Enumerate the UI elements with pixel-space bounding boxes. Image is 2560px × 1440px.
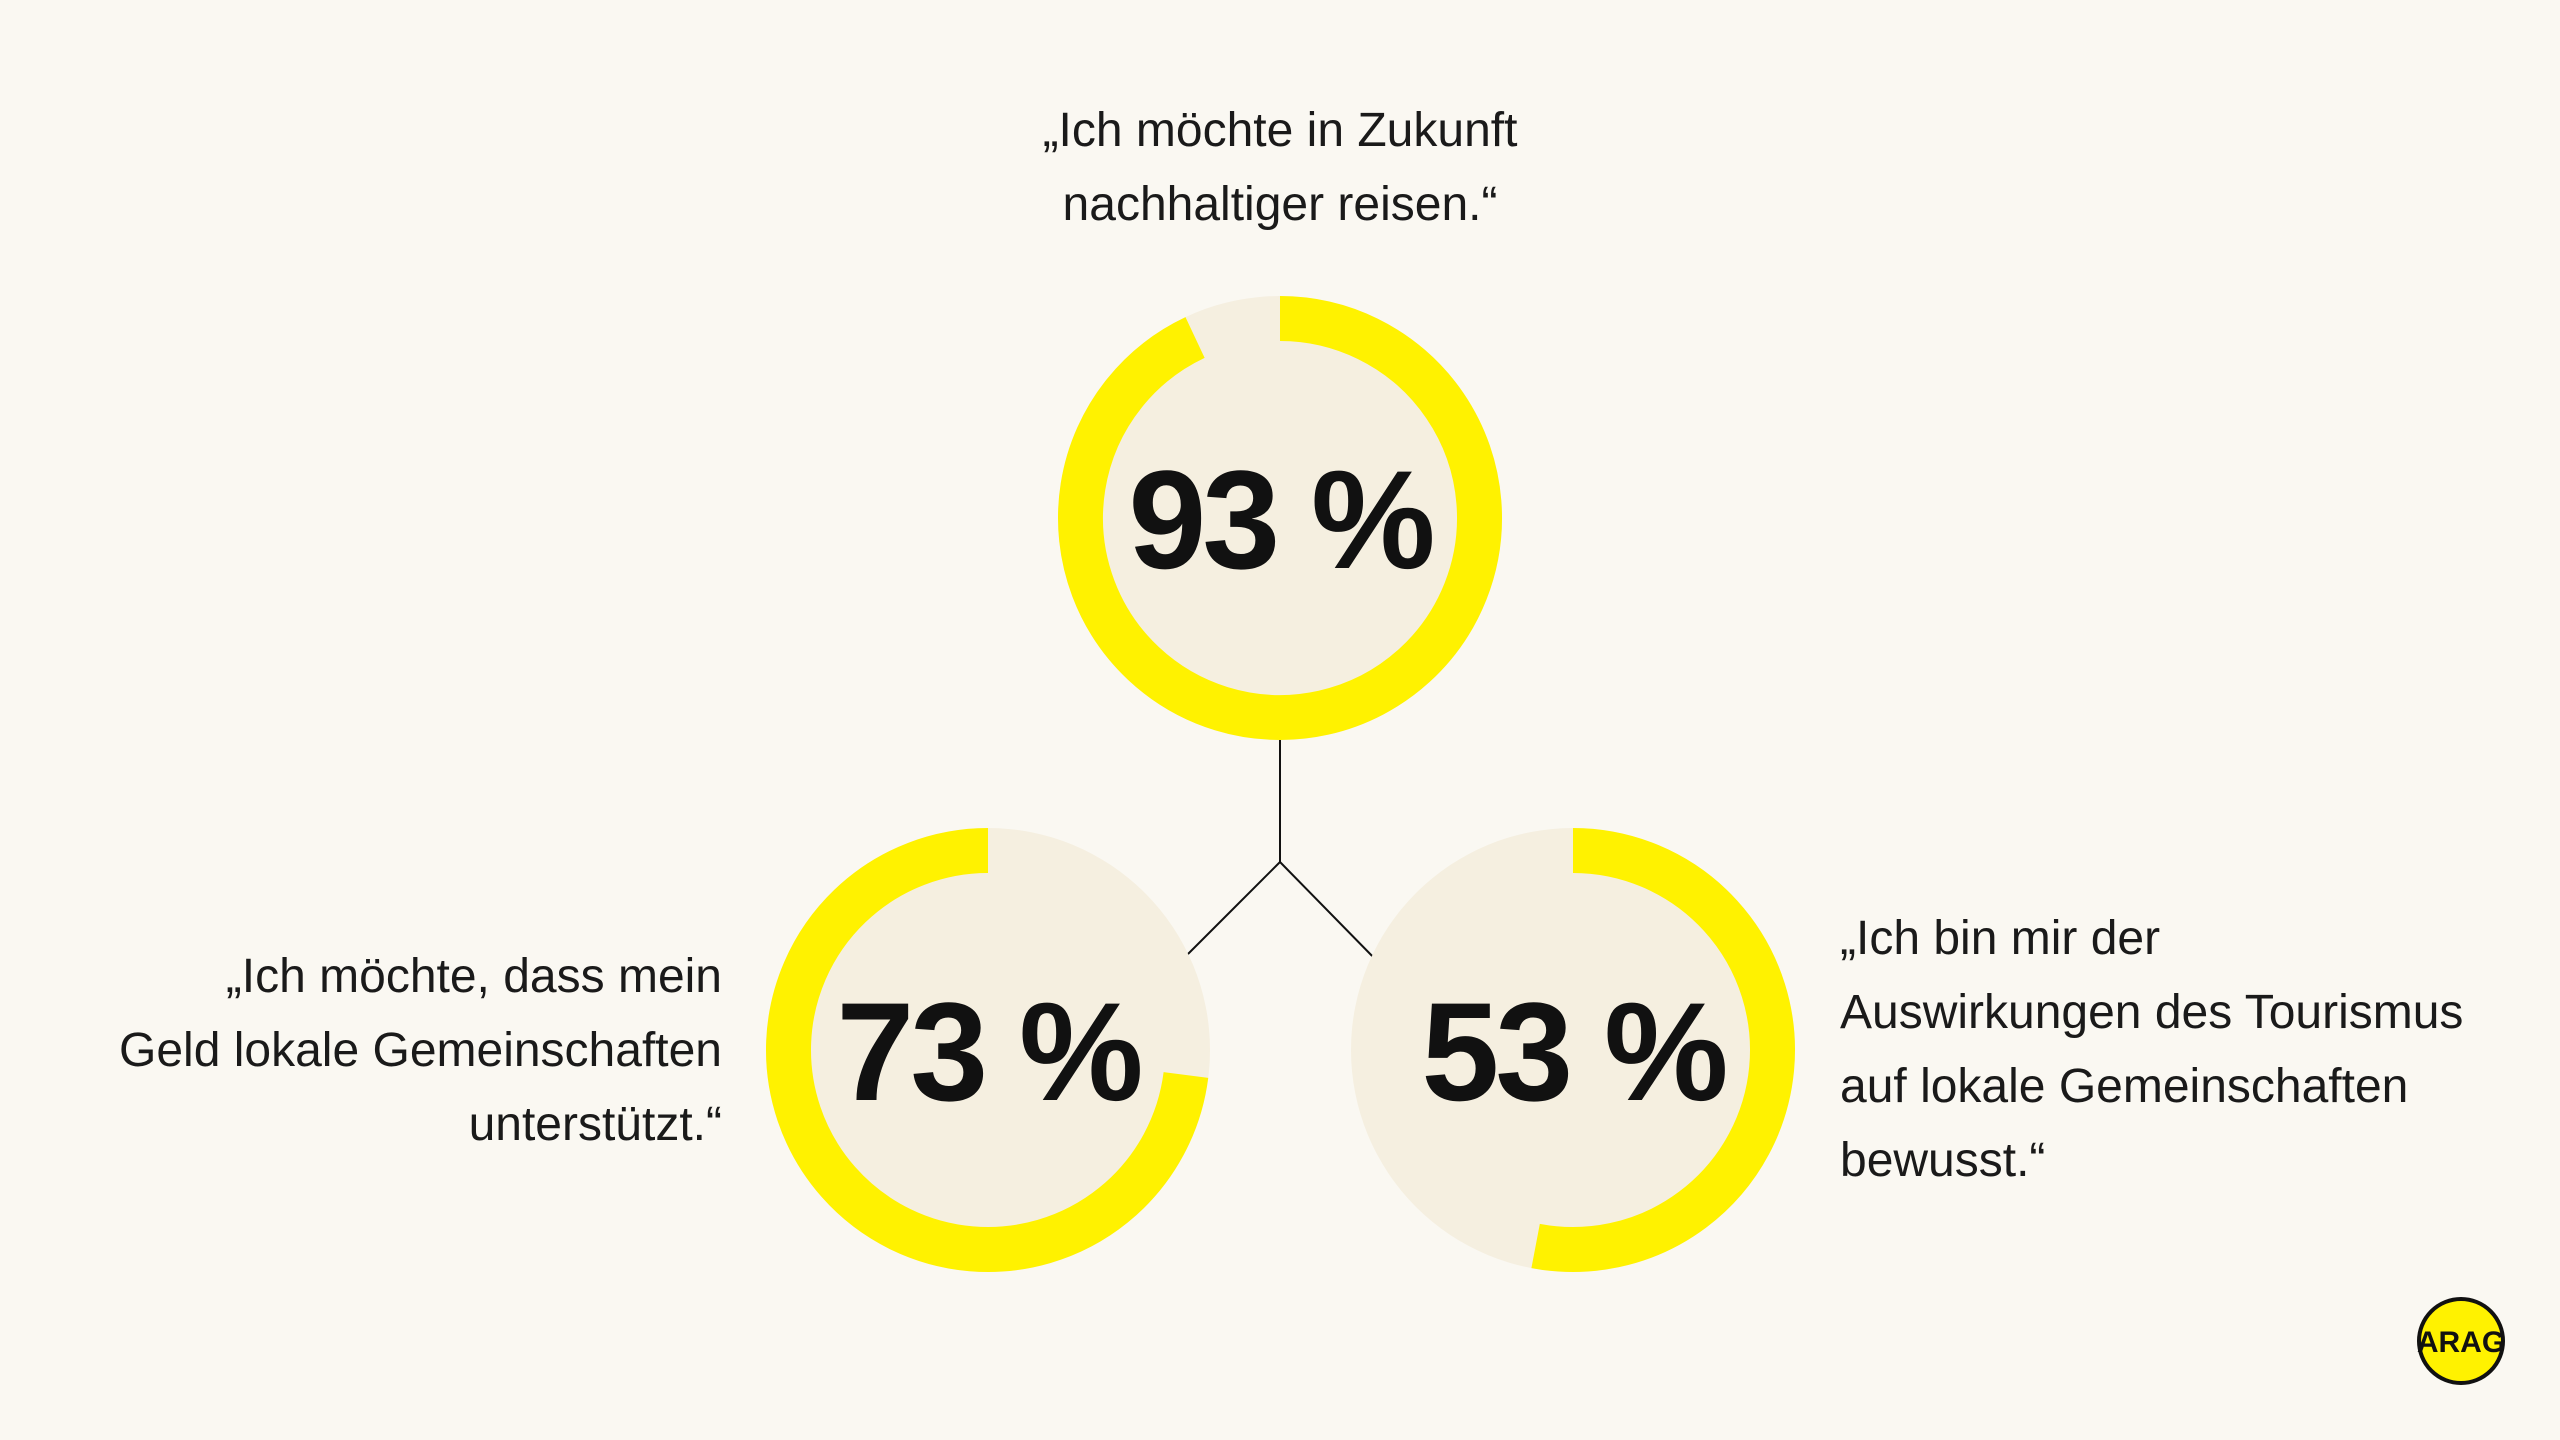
donut-1: 73 % xyxy=(766,828,1210,1272)
connector-lines xyxy=(1177,722,1381,965)
quote-right: „Ich bin mir der Auswirkungen des Touris… xyxy=(1840,902,2463,1198)
donut-0: 93 % xyxy=(1058,296,1502,740)
donut-value-label: 73 % xyxy=(836,973,1140,1130)
donut-value-label: 53 % xyxy=(1421,973,1725,1130)
arag-logo-text: ARAG xyxy=(2417,1326,2505,1359)
donut-track xyxy=(1058,296,1502,740)
quote-line: Auswirkungen des Tourismus xyxy=(1840,986,2464,1039)
quote-line: „Ich möchte, dass mein xyxy=(225,950,722,1003)
donut-2: 53 % xyxy=(1351,828,1795,1272)
quote-line: nachhaltiger reisen.“ xyxy=(1062,178,1498,231)
connector-right xyxy=(1279,861,1381,965)
quote-left: „Ich möchte, dass mein Geld lokale Gemei… xyxy=(119,940,722,1162)
donut-value-label: 93 % xyxy=(1128,441,1432,598)
quote-line: unterstützt.“ xyxy=(468,1098,722,1151)
arag-logo-circle xyxy=(2417,1297,2505,1385)
quote-line: „Ich möchte in Zukunft xyxy=(1042,104,1518,157)
quote-line: auf lokale Gemeinschaften xyxy=(1840,1060,2409,1113)
connector-left xyxy=(1177,861,1281,965)
donut-track xyxy=(766,828,1210,1272)
donut-track xyxy=(1351,828,1795,1272)
donut-value-arc xyxy=(1531,828,1795,1272)
donut-value-arc xyxy=(766,828,1209,1272)
quote-top: „Ich möchte in Zukunft nachhaltiger reis… xyxy=(780,94,1780,242)
quote-line: Geld lokale Gemeinschaften xyxy=(119,1024,722,1077)
arag-logo: ARAG xyxy=(2417,1297,2505,1385)
quote-line: bewusst.“ xyxy=(1840,1134,2046,1187)
donut-value-arc xyxy=(1058,296,1502,740)
quote-line: „Ich bin mir der xyxy=(1840,912,2161,965)
